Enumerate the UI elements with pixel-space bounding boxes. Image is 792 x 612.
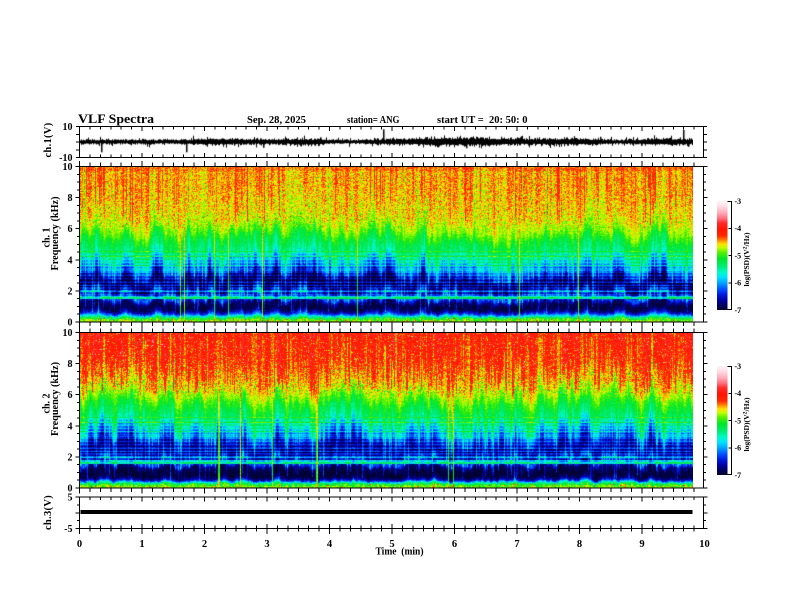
svg-text:-6: -6 — [735, 444, 742, 453]
svg-text:2: 2 — [68, 286, 73, 297]
svg-text:10: 10 — [63, 162, 73, 173]
svg-text:5: 5 — [389, 539, 394, 550]
svg-text:0: 0 — [68, 318, 73, 329]
svg-text:-5: -5 — [735, 251, 742, 260]
svg-text:0: 0 — [77, 539, 82, 550]
svg-text:10: 10 — [63, 122, 73, 133]
svg-text:ch. 2: ch. 2 — [42, 394, 53, 414]
svg-text:6: 6 — [68, 390, 73, 401]
svg-text:ch. 1: ch. 1 — [42, 228, 53, 248]
svg-text:-10: -10 — [59, 153, 72, 164]
svg-text:7: 7 — [514, 539, 519, 550]
svg-text:10: 10 — [699, 539, 710, 550]
svg-text:4: 4 — [68, 421, 73, 432]
svg-text:5: 5 — [68, 493, 73, 504]
svg-text:8: 8 — [68, 193, 73, 204]
svg-text:Frequency (kHz): Frequency (kHz) — [50, 197, 61, 271]
svg-text:Time (min): Time (min) — [376, 546, 424, 558]
svg-text:9: 9 — [639, 539, 644, 550]
svg-text:log(PSD)(V2/Hz): log(PSD)(V2/Hz) — [743, 398, 752, 452]
svg-text:-5: -5 — [64, 524, 72, 535]
svg-text:-7: -7 — [735, 471, 742, 480]
svg-text:VLF Spectra: VLF Spectra — [78, 111, 155, 126]
svg-text:-3: -3 — [735, 197, 742, 206]
svg-text:6: 6 — [68, 224, 73, 235]
svg-text:4: 4 — [327, 539, 333, 550]
svg-text:-5: -5 — [735, 416, 742, 425]
svg-text:log(PSD)(V2/Hz): log(PSD)(V2/Hz) — [743, 233, 752, 287]
svg-text:start UT = 20: 50: 0: start UT = 20: 50: 0 — [437, 115, 528, 126]
svg-text:10: 10 — [63, 328, 73, 339]
svg-text:8: 8 — [68, 359, 73, 370]
svg-text:1: 1 — [139, 539, 144, 550]
svg-text:6: 6 — [452, 539, 457, 550]
svg-text:4: 4 — [68, 255, 73, 266]
svg-text:-3: -3 — [735, 362, 742, 371]
svg-text:ch.3(V): ch.3(V) — [43, 495, 54, 530]
svg-text:-7: -7 — [735, 306, 742, 315]
svg-text:station= ANG: station= ANG — [347, 115, 400, 126]
svg-text:2: 2 — [68, 452, 73, 463]
svg-text:8: 8 — [577, 539, 582, 550]
svg-text:Frequency (kHz): Frequency (kHz) — [50, 362, 61, 436]
svg-text:-4: -4 — [735, 389, 742, 398]
svg-text:Sep. 28, 2025: Sep. 28, 2025 — [247, 115, 306, 126]
svg-text:-4: -4 — [735, 224, 742, 233]
svg-text:-6: -6 — [735, 279, 742, 288]
svg-text:3: 3 — [264, 539, 269, 550]
svg-text:0: 0 — [68, 484, 73, 495]
svg-text:ch.1(V): ch.1(V) — [43, 122, 54, 157]
svg-text:2: 2 — [202, 539, 207, 550]
